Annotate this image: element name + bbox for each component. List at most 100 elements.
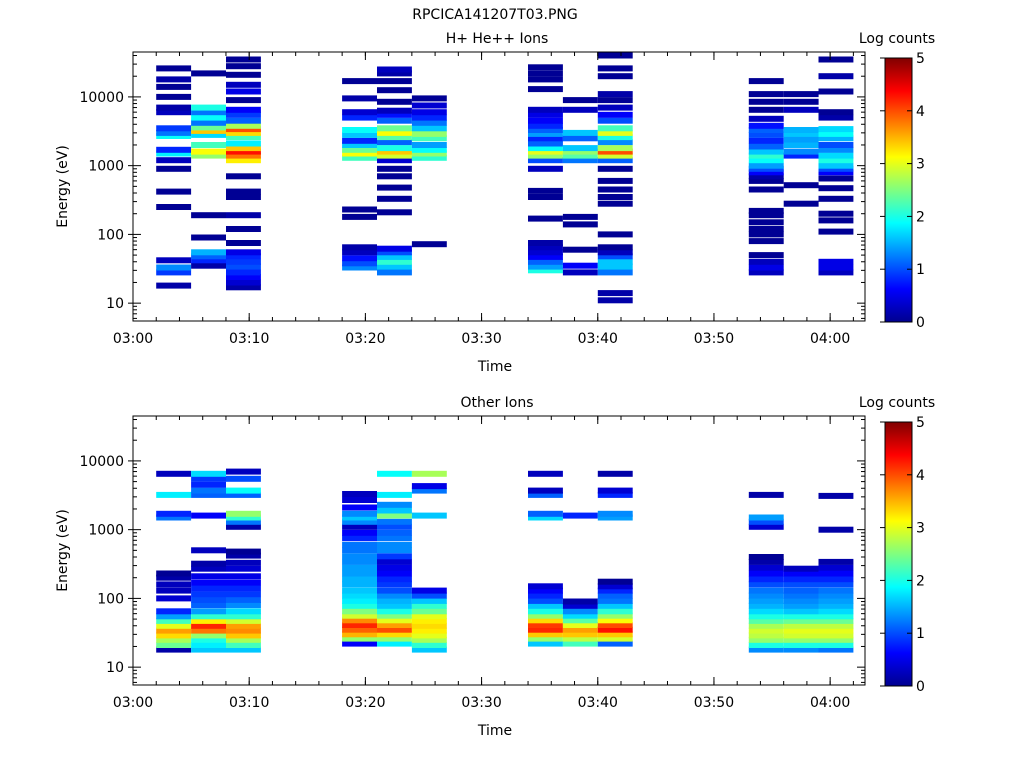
heatmap-cell xyxy=(818,162,854,169)
heatmap-cell xyxy=(528,617,563,624)
heatmap-cell xyxy=(748,642,784,648)
heatmap-cell xyxy=(528,597,563,604)
heatmap-cell xyxy=(226,117,261,124)
x-tick-label: 03:40 xyxy=(578,695,618,711)
heatmap-cell xyxy=(226,518,261,525)
heatmap-cell xyxy=(818,646,854,653)
heatmap-cell xyxy=(411,587,447,594)
heatmap-cell xyxy=(783,636,819,643)
heatmap-cell xyxy=(783,602,819,609)
heatmap-cell xyxy=(226,148,261,155)
heatmap-cell xyxy=(191,142,226,148)
heatmap-cell xyxy=(818,258,854,265)
heatmap-cell xyxy=(191,602,226,609)
heatmap-cell xyxy=(226,126,261,133)
heatmap-cell xyxy=(597,470,633,477)
heatmap-cell xyxy=(818,642,854,648)
heatmap-cell xyxy=(342,622,377,628)
heatmap-cell xyxy=(597,129,633,136)
y-tick-label: 10000 xyxy=(79,90,124,106)
heatmap-cell xyxy=(377,209,412,216)
heatmap-cell xyxy=(562,626,598,633)
heatmap-cell xyxy=(156,204,192,210)
heatmap-cell xyxy=(783,142,819,148)
y-tick-label: 10000 xyxy=(79,454,124,470)
heatmap-cell xyxy=(818,165,854,172)
heatmap-cell xyxy=(226,173,261,180)
heatmap-cell xyxy=(191,119,226,126)
heatmap-cell xyxy=(528,514,563,521)
heatmap-cell xyxy=(191,613,226,620)
heatmap-cell xyxy=(377,152,412,159)
heatmap-cell xyxy=(748,115,784,122)
heatmap-cell xyxy=(156,264,192,271)
heatmap-cell xyxy=(528,240,563,246)
heatmap-cell xyxy=(342,213,377,220)
heatmap-cell xyxy=(226,194,261,200)
heatmap-cell xyxy=(191,596,226,603)
colorbar-tick-label: 2 xyxy=(916,573,925,589)
heatmap-cell xyxy=(226,596,261,603)
x-tick-label: 03:30 xyxy=(461,695,501,711)
heatmap-cell xyxy=(818,613,854,620)
heatmap-cell xyxy=(226,565,261,572)
heatmap-cell xyxy=(156,491,192,498)
heatmap-cell xyxy=(342,547,377,554)
heatmap-cell xyxy=(748,558,784,565)
heatmap-cell xyxy=(377,635,412,642)
heatmap-cell xyxy=(191,591,226,598)
heatmap-cell xyxy=(156,574,192,581)
heatmap-cell xyxy=(411,602,447,609)
heatmap-cell xyxy=(377,608,412,615)
heatmap-cell xyxy=(562,246,598,253)
heatmap-cell xyxy=(226,263,261,270)
heatmap-cell xyxy=(528,487,563,494)
heatmap-cell xyxy=(226,573,261,580)
heatmap-cell xyxy=(783,91,819,98)
heatmap-cell xyxy=(748,627,784,634)
colorbar-label: Log counts xyxy=(859,31,935,47)
heatmap-cell xyxy=(191,565,226,572)
colorbar-label: Log counts xyxy=(859,395,935,411)
heatmap-cell xyxy=(191,627,226,634)
heatmap-cell xyxy=(156,613,192,620)
heatmap-cell xyxy=(783,617,819,624)
heatmap-cell xyxy=(342,206,377,213)
heatmap-cell xyxy=(377,576,412,583)
heatmap-cell xyxy=(597,194,633,200)
heatmap-cell xyxy=(748,131,784,138)
heatmap-cell xyxy=(818,217,854,224)
heatmap-cell xyxy=(226,548,261,555)
colorbar-tick-label: 3 xyxy=(916,157,925,173)
heatmap-cell xyxy=(156,646,192,653)
heatmap-cell xyxy=(411,622,447,629)
heatmap-cell xyxy=(377,541,412,548)
heatmap-cell xyxy=(226,559,261,566)
heatmap-cell xyxy=(342,631,377,638)
heatmap-cell xyxy=(597,104,633,111)
heatmap-cell xyxy=(377,529,412,536)
heatmap-cell xyxy=(377,66,412,73)
heatmap-cell xyxy=(748,554,784,560)
heatmap-cell xyxy=(528,635,563,642)
heatmap-cell xyxy=(562,512,598,519)
heatmap-cell xyxy=(528,64,563,71)
heatmap-cell xyxy=(342,150,377,157)
heatmap-cell xyxy=(342,570,377,577)
heatmap-cell xyxy=(377,640,412,647)
heatmap-cell xyxy=(191,632,226,639)
heatmap-cell xyxy=(783,576,819,583)
heatmap-cell xyxy=(411,150,447,157)
heatmap-cell xyxy=(411,135,447,142)
heatmap-cell xyxy=(342,612,377,619)
heatmap-cell xyxy=(597,152,633,159)
heatmap-cell xyxy=(156,129,192,136)
heatmap-cell xyxy=(226,212,261,219)
heatmap-cell xyxy=(528,510,563,517)
heatmap-cell xyxy=(191,622,226,629)
heatmap-cell xyxy=(597,148,633,155)
heatmap-cell xyxy=(528,622,563,628)
heatmap-cell xyxy=(748,491,784,498)
heatmap-cell xyxy=(226,63,261,70)
heatmap-cell xyxy=(528,491,563,498)
